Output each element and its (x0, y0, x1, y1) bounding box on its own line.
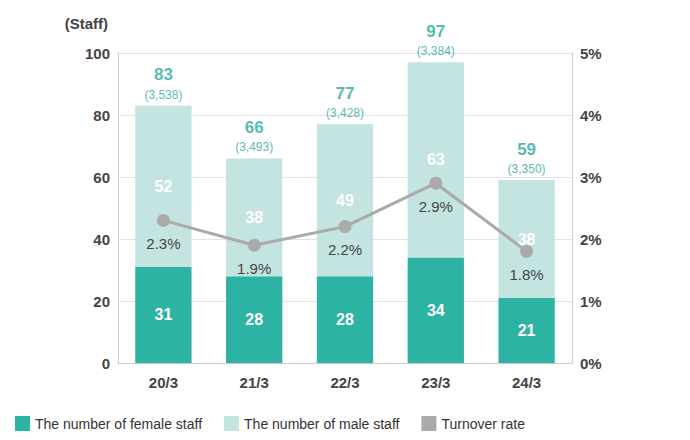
svg-text:80: 80 (93, 107, 110, 124)
svg-text:77: 77 (336, 84, 355, 103)
svg-text:1%: 1% (580, 293, 602, 310)
svg-text:0%: 0% (580, 355, 602, 372)
svg-text:2%: 2% (580, 231, 602, 248)
svg-text:38: 38 (245, 209, 263, 226)
svg-text:(3,493): (3,493) (235, 140, 273, 154)
svg-text:23/3: 23/3 (421, 374, 450, 391)
svg-text:0: 0 (102, 355, 110, 372)
svg-text:(3,538): (3,538) (144, 88, 182, 102)
svg-text:20: 20 (93, 293, 110, 310)
svg-text:22/3: 22/3 (330, 374, 359, 391)
svg-text:60: 60 (93, 169, 110, 186)
svg-text:28: 28 (245, 311, 263, 328)
svg-text:100: 100 (85, 45, 110, 62)
svg-text:40: 40 (93, 231, 110, 248)
svg-text:The number of female staff: The number of female staff (35, 416, 202, 432)
svg-text:3%: 3% (580, 169, 602, 186)
svg-text:1.8%: 1.8% (509, 266, 543, 283)
svg-text:2.3%: 2.3% (146, 235, 180, 252)
svg-text:5%: 5% (580, 45, 602, 62)
svg-text:4%: 4% (580, 107, 602, 124)
svg-text:52: 52 (155, 178, 173, 195)
svg-text:28: 28 (336, 311, 354, 328)
svg-text:20/3: 20/3 (149, 374, 178, 391)
svg-text:31: 31 (155, 306, 173, 323)
svg-text:(3,384): (3,384) (417, 44, 455, 58)
svg-text:59: 59 (517, 140, 536, 159)
svg-text:49: 49 (336, 192, 354, 209)
svg-text:2.2%: 2.2% (328, 241, 362, 258)
svg-text:The number of male staff: The number of male staff (244, 416, 399, 432)
svg-text:2.9%: 2.9% (419, 198, 453, 215)
svg-text:24/3: 24/3 (512, 374, 541, 391)
svg-text:83: 83 (154, 65, 173, 84)
svg-text:(3,428): (3,428) (326, 106, 364, 120)
svg-text:1.9%: 1.9% (237, 260, 271, 277)
svg-text:97: 97 (426, 22, 445, 41)
svg-text:21/3: 21/3 (240, 374, 269, 391)
svg-text:34: 34 (427, 302, 445, 319)
svg-text:(3,350): (3,350) (508, 162, 546, 176)
svg-text:63: 63 (427, 151, 445, 168)
svg-text:(Staff): (Staff) (65, 15, 108, 32)
svg-text:Turnover rate: Turnover rate (441, 416, 525, 432)
svg-text:66: 66 (245, 118, 264, 137)
svg-text:21: 21 (518, 322, 536, 339)
svg-text:38: 38 (517, 230, 536, 248)
